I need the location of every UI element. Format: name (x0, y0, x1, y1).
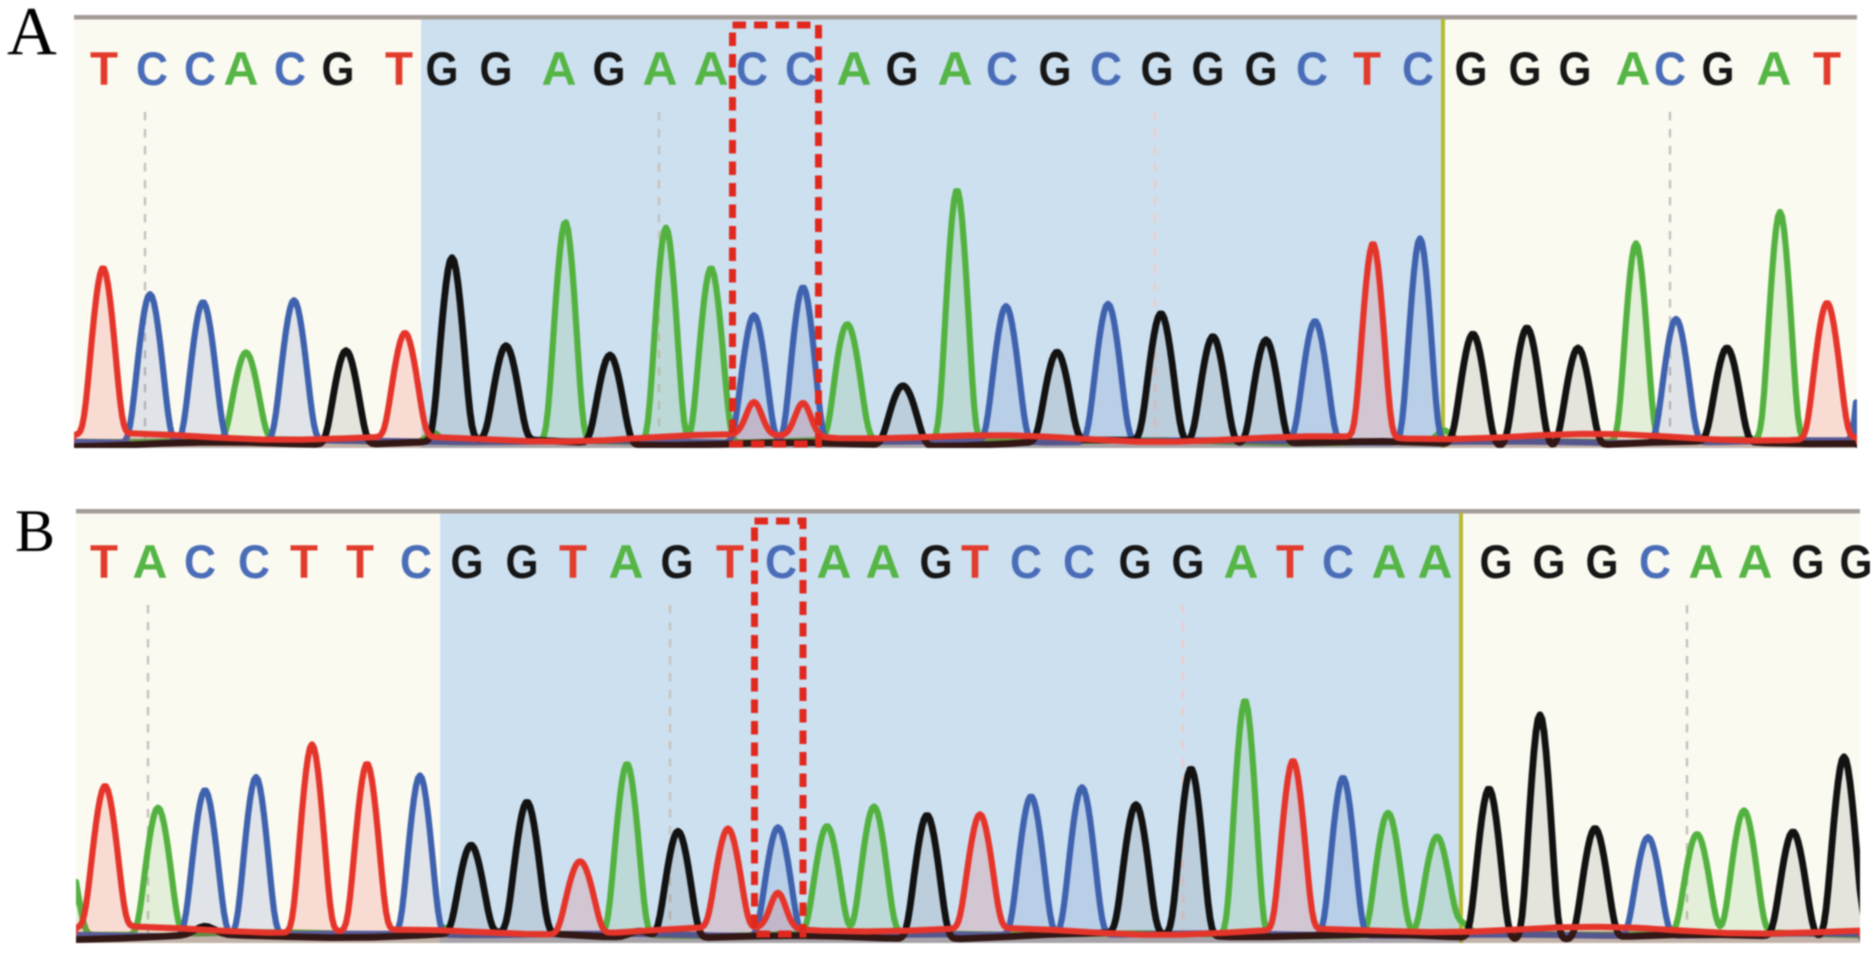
svg-text:G: G (1840, 535, 1873, 588)
svg-text:C: C (1296, 42, 1328, 95)
svg-text:G: G (1039, 42, 1072, 95)
svg-text:T: T (1276, 535, 1304, 588)
svg-text:A: A (1689, 535, 1724, 588)
svg-text:T: T (90, 535, 118, 588)
svg-text:T: T (290, 535, 318, 588)
svg-text:C: C (1402, 42, 1434, 95)
svg-text:T: T (1353, 42, 1381, 95)
svg-text:T: T (346, 535, 374, 588)
svg-text:T: T (90, 42, 118, 95)
svg-text:G: G (1509, 42, 1542, 95)
svg-text:A: A (542, 42, 577, 95)
svg-text:C: C (238, 535, 270, 588)
svg-text:C: C (1654, 42, 1686, 95)
svg-text:A: A (1757, 42, 1792, 95)
svg-text:T: T (559, 535, 587, 588)
svg-text:C: C (986, 42, 1018, 95)
svg-text:G: G (886, 42, 919, 95)
svg-text:C: C (785, 42, 817, 95)
svg-text:G: G (1480, 535, 1513, 588)
svg-text:A: A (133, 535, 168, 588)
svg-text:C: C (1639, 535, 1671, 588)
svg-text:C: C (184, 535, 216, 588)
svg-text:T: T (1813, 42, 1841, 95)
svg-text:C: C (136, 42, 168, 95)
svg-text:G: G (661, 535, 694, 588)
svg-text:A: A (1372, 535, 1407, 588)
svg-text:A: A (866, 535, 901, 588)
svg-text:A: A (694, 42, 729, 95)
svg-text:A: A (1616, 42, 1651, 95)
svg-text:T: T (961, 535, 989, 588)
svg-text:C: C (1322, 535, 1354, 588)
svg-text:G: G (451, 535, 484, 588)
svg-text:A: A (643, 42, 678, 95)
svg-text:C: C (736, 42, 768, 95)
svg-text:G: G (1702, 42, 1735, 95)
svg-text:B: B (15, 498, 55, 564)
svg-text:G: G (480, 42, 513, 95)
svg-text:A: A (1738, 535, 1773, 588)
svg-text:A: A (224, 42, 259, 95)
svg-text:G: G (1533, 535, 1566, 588)
svg-text:A: A (837, 42, 872, 95)
svg-text:A: A (938, 42, 973, 95)
svg-text:G: G (1172, 535, 1205, 588)
svg-text:T: T (385, 42, 413, 95)
svg-text:G: G (506, 535, 539, 588)
svg-text:G: G (1455, 42, 1488, 95)
svg-text:G: G (1559, 42, 1592, 95)
svg-text:A: A (1418, 535, 1453, 588)
svg-text:G: G (1792, 535, 1825, 588)
svg-text:C: C (1010, 535, 1042, 588)
svg-text:G: G (426, 42, 459, 95)
svg-text:A: A (7, 0, 57, 69)
svg-text:T: T (716, 535, 744, 588)
svg-text:G: G (920, 535, 953, 588)
svg-text:G: G (1586, 535, 1619, 588)
svg-text:G: G (1119, 535, 1152, 588)
svg-text:A: A (609, 535, 644, 588)
svg-text:G: G (1141, 42, 1174, 95)
svg-text:C: C (184, 42, 216, 95)
svg-text:C: C (274, 42, 306, 95)
svg-text:A: A (1224, 535, 1259, 588)
svg-text:G: G (1245, 42, 1278, 95)
svg-text:A: A (817, 535, 852, 588)
svg-text:C: C (765, 535, 797, 588)
svg-text:G: G (322, 42, 355, 95)
svg-text:C: C (1090, 42, 1122, 95)
svg-text:G: G (1192, 42, 1225, 95)
svg-text:C: C (400, 535, 432, 588)
svg-text:G: G (593, 42, 626, 95)
svg-text:C: C (1063, 535, 1095, 588)
